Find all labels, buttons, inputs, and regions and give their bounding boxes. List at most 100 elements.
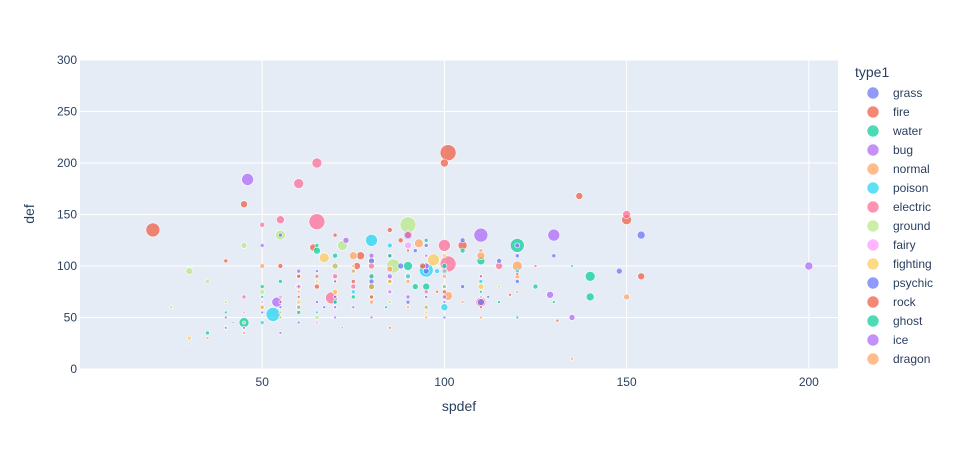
data-point-electric[interactable] [404,231,412,239]
data-point-grass[interactable] [459,237,466,244]
data-point-ghost[interactable] [441,263,448,269]
data-point-psychic[interactable] [405,299,411,305]
data-point-fairy[interactable] [479,295,483,299]
data-point-water[interactable] [332,252,338,259]
data-point-fighting[interactable] [427,253,440,267]
data-point-poison[interactable] [434,268,440,274]
data-point-electric[interactable] [308,213,326,230]
data-point-electric[interactable] [622,210,631,219]
data-point-bug[interactable] [804,261,814,271]
data-point-ghost[interactable] [387,253,393,258]
data-point-fire[interactable] [145,222,161,238]
data-point-ground[interactable] [314,315,320,320]
data-point-fire[interactable] [555,318,560,323]
data-point-ground[interactable] [331,262,339,270]
data-point-poison[interactable] [315,310,319,315]
data-point-normal[interactable] [188,341,191,345]
data-point-normal[interactable] [296,304,302,310]
legend-item-grass[interactable]: grass [866,86,922,100]
data-point-bug[interactable] [242,325,246,330]
data-point-ground[interactable] [423,304,429,310]
data-point-poison[interactable] [478,279,484,284]
data-point-normal[interactable] [405,279,411,284]
data-point-bug[interactable] [296,320,301,325]
legend-item-water[interactable]: water [866,124,922,138]
data-point-psychic[interactable] [368,278,375,285]
data-point-ghost[interactable] [332,299,338,305]
data-point-poison[interactable] [386,242,393,249]
data-point-fire[interactable] [397,237,404,244]
data-point-fire[interactable] [277,263,284,269]
data-point-dragon[interactable] [414,238,424,249]
data-point-water[interactable] [403,261,413,271]
data-point-ghost[interactable] [260,295,265,299]
data-point-electric[interactable] [438,239,451,252]
data-point-normal[interactable] [387,325,392,330]
data-point-bug[interactable] [405,294,411,300]
data-point-water[interactable] [584,270,596,282]
data-point-ice[interactable] [442,294,447,300]
data-point-fighting[interactable] [187,335,192,341]
data-point-poison[interactable] [265,307,281,322]
data-point-fairy[interactable] [278,294,283,300]
data-point-normal[interactable] [348,251,358,260]
data-point-fire[interactable] [435,289,439,294]
legend-item-fire[interactable]: fire [866,105,910,119]
data-point-ground[interactable] [240,242,248,249]
data-point-bug[interactable] [368,252,375,259]
data-point-dragon[interactable] [351,264,356,268]
data-point-ground[interactable] [387,300,392,304]
data-point-fighting[interactable] [424,310,429,315]
legend-item-fairy[interactable]: fairy [866,238,916,252]
data-point-fire[interactable] [508,292,512,297]
data-point-ghost[interactable] [479,289,483,294]
data-point-poison[interactable] [570,264,574,268]
data-point-ghost[interactable] [313,246,321,255]
data-point-fire[interactable] [637,272,646,281]
legend-item-bug[interactable]: bug [866,143,913,157]
data-point-electric[interactable] [423,289,429,295]
data-point-poison[interactable] [224,325,228,330]
data-point-fire[interactable] [240,200,248,208]
data-point-electric[interactable] [368,262,375,270]
data-point-water[interactable] [423,238,429,243]
data-point-bug[interactable] [224,315,228,320]
data-point-grass[interactable] [397,262,405,270]
data-point-grass[interactable] [333,279,337,284]
data-point-rock[interactable] [278,300,283,304]
data-point-grass[interactable] [296,284,301,289]
data-point-normal[interactable] [205,336,210,340]
data-point-fighting[interactable] [242,320,246,325]
data-point-electric[interactable] [350,283,357,290]
data-point-water[interactable] [422,282,431,291]
data-point-psychic[interactable] [442,315,447,320]
data-point-water[interactable] [459,247,466,254]
data-point-ice[interactable] [479,274,483,279]
data-point-normal[interactable] [515,289,520,294]
data-point-ground[interactable] [169,305,173,310]
data-point-rock[interactable] [479,305,483,310]
legend-item-ghost[interactable]: ghost [866,314,923,328]
data-point-grass[interactable] [341,326,344,330]
data-point-bug[interactable] [442,300,447,304]
data-point-normal[interactable] [259,263,266,269]
data-point-ground[interactable] [224,300,228,304]
data-point-fairy[interactable] [404,241,412,250]
data-point-bug[interactable] [547,228,561,242]
data-point-bug[interactable] [241,173,254,186]
legend-item-dragon[interactable]: dragon [866,352,930,366]
data-point-ice[interactable] [333,305,337,310]
data-point-fire[interactable] [296,295,301,299]
data-point-fighting[interactable] [315,279,319,284]
legend-item-normal[interactable]: normal [866,162,930,176]
data-point-grass[interactable] [322,305,327,310]
data-point-ice[interactable] [369,315,374,320]
data-point-normal[interactable] [479,315,483,320]
data-point-rock[interactable] [332,232,338,238]
data-point-normal[interactable] [368,283,375,290]
data-point-ground[interactable] [442,284,447,289]
data-point-bug[interactable] [333,315,337,320]
data-point-grass[interactable] [412,248,418,253]
legend-item-ground[interactable]: ground [866,219,930,233]
data-point-dragon[interactable] [296,289,301,294]
